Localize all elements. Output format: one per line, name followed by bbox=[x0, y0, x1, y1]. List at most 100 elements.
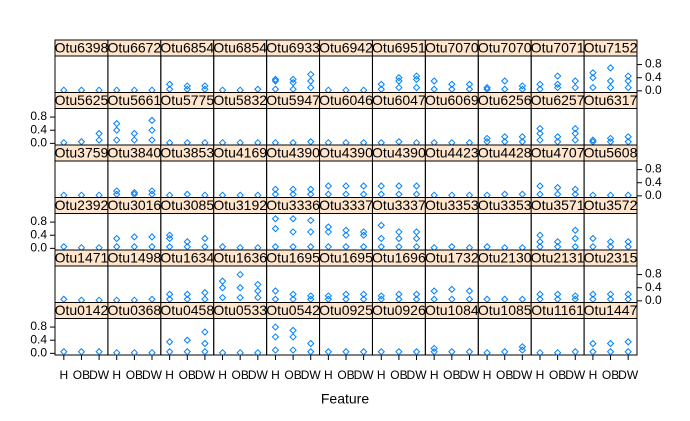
data-point bbox=[324, 348, 333, 356]
panel: Otu6854 bbox=[213, 39, 268, 94]
data-point bbox=[254, 85, 262, 93]
data-point bbox=[589, 348, 597, 356]
data-point bbox=[377, 348, 385, 356]
data-point bbox=[571, 243, 579, 251]
data-point bbox=[412, 190, 421, 198]
panel: Otu0542 bbox=[266, 302, 321, 356]
data-point bbox=[606, 290, 615, 298]
x-tick-label: DW bbox=[301, 368, 322, 382]
data-point bbox=[165, 290, 174, 298]
data-point bbox=[95, 129, 103, 138]
data-point bbox=[236, 284, 244, 292]
data-point bbox=[165, 231, 174, 239]
data-point bbox=[77, 348, 86, 356]
data-point bbox=[395, 290, 403, 298]
data-point bbox=[60, 348, 68, 356]
data-point bbox=[324, 182, 333, 190]
data-point bbox=[606, 77, 615, 85]
data-point bbox=[395, 228, 403, 236]
panel: Otu3353 bbox=[424, 197, 479, 252]
data-point bbox=[518, 82, 527, 90]
panel: Otu4169 bbox=[213, 144, 268, 199]
x-tick-label: DW bbox=[89, 368, 110, 382]
data-point bbox=[553, 83, 562, 92]
data-point bbox=[289, 326, 297, 335]
data-point bbox=[183, 238, 191, 246]
strip-label: Otu6069 bbox=[425, 92, 479, 108]
data-point bbox=[289, 333, 297, 341]
data-point bbox=[412, 243, 421, 251]
data-point bbox=[571, 124, 579, 133]
data-point bbox=[201, 234, 209, 243]
data-point bbox=[148, 126, 156, 134]
strip-label: Otu4423 bbox=[425, 145, 479, 161]
data-point bbox=[606, 339, 615, 348]
data-point bbox=[412, 290, 421, 298]
panel: Otu4390 bbox=[266, 144, 321, 198]
data-point bbox=[342, 182, 350, 190]
strip-label: Otu6317 bbox=[584, 92, 638, 108]
data-point bbox=[201, 243, 209, 251]
x-tick-label: DW bbox=[195, 368, 216, 382]
panel: Otu1084 bbox=[424, 302, 479, 356]
data-point bbox=[377, 292, 385, 300]
panel: Otu6398 bbox=[54, 39, 109, 94]
panel: Otu6317 bbox=[583, 92, 638, 146]
data-point bbox=[165, 338, 174, 346]
panel: Otu1498 bbox=[107, 249, 162, 304]
data-point bbox=[571, 136, 579, 144]
data-point bbox=[289, 185, 297, 193]
data-point bbox=[271, 185, 280, 193]
data-point bbox=[60, 243, 68, 251]
strip-label: Otu7070 bbox=[425, 40, 479, 56]
panel: Otu4390 bbox=[319, 144, 373, 198]
data-point bbox=[589, 234, 597, 243]
data-point bbox=[342, 348, 350, 356]
data-point bbox=[289, 346, 297, 354]
data-point bbox=[412, 348, 421, 356]
data-point bbox=[201, 82, 209, 90]
data-point bbox=[536, 290, 544, 298]
data-point bbox=[307, 83, 315, 92]
x-tick-label: OB bbox=[443, 368, 460, 382]
strip-label: Otu4707 bbox=[531, 145, 585, 161]
panel: Otu3853 bbox=[160, 144, 215, 199]
data-point bbox=[536, 190, 544, 198]
data-point bbox=[483, 243, 491, 251]
data-point bbox=[448, 285, 456, 294]
strip-label: Otu0368 bbox=[108, 302, 162, 318]
y-tick-label: 0.8 bbox=[30, 214, 47, 228]
data-point bbox=[289, 243, 297, 251]
data-point bbox=[359, 290, 368, 298]
panel: Otu6047 bbox=[371, 92, 426, 147]
strip-label: Otu1732 bbox=[425, 250, 479, 266]
data-point bbox=[307, 348, 315, 356]
data-point bbox=[95, 136, 103, 144]
x-tick-label: OB bbox=[602, 368, 619, 382]
data-point bbox=[412, 75, 421, 84]
data-point bbox=[307, 339, 315, 348]
data-point bbox=[465, 80, 474, 88]
data-point bbox=[395, 190, 403, 198]
strip-label: Otu6854 bbox=[160, 40, 214, 56]
data-point bbox=[606, 348, 615, 356]
data-point bbox=[359, 228, 368, 236]
strip-label: Otu6942 bbox=[319, 40, 373, 56]
strip-label: Otu1498 bbox=[108, 250, 162, 266]
strip-label: Otu5661 bbox=[108, 92, 162, 108]
data-point bbox=[412, 83, 421, 92]
panel: Otu5775 bbox=[160, 92, 215, 147]
strip-label: Otu6672 bbox=[108, 40, 162, 56]
data-point bbox=[324, 190, 333, 198]
strip-label: Otu7070 bbox=[478, 40, 532, 56]
y-tick-label: 0.0 bbox=[645, 293, 662, 307]
strip-label: Otu2130 bbox=[478, 250, 532, 266]
data-point bbox=[518, 343, 527, 351]
data-point bbox=[165, 80, 174, 88]
panel: Otu3337 bbox=[371, 197, 426, 251]
panel: Otu3192 bbox=[213, 197, 268, 252]
data-point bbox=[589, 290, 597, 298]
strip-label: Otu6398 bbox=[55, 40, 109, 56]
panel: Otu5661 bbox=[107, 92, 162, 146]
panel-frame bbox=[54, 108, 109, 146]
